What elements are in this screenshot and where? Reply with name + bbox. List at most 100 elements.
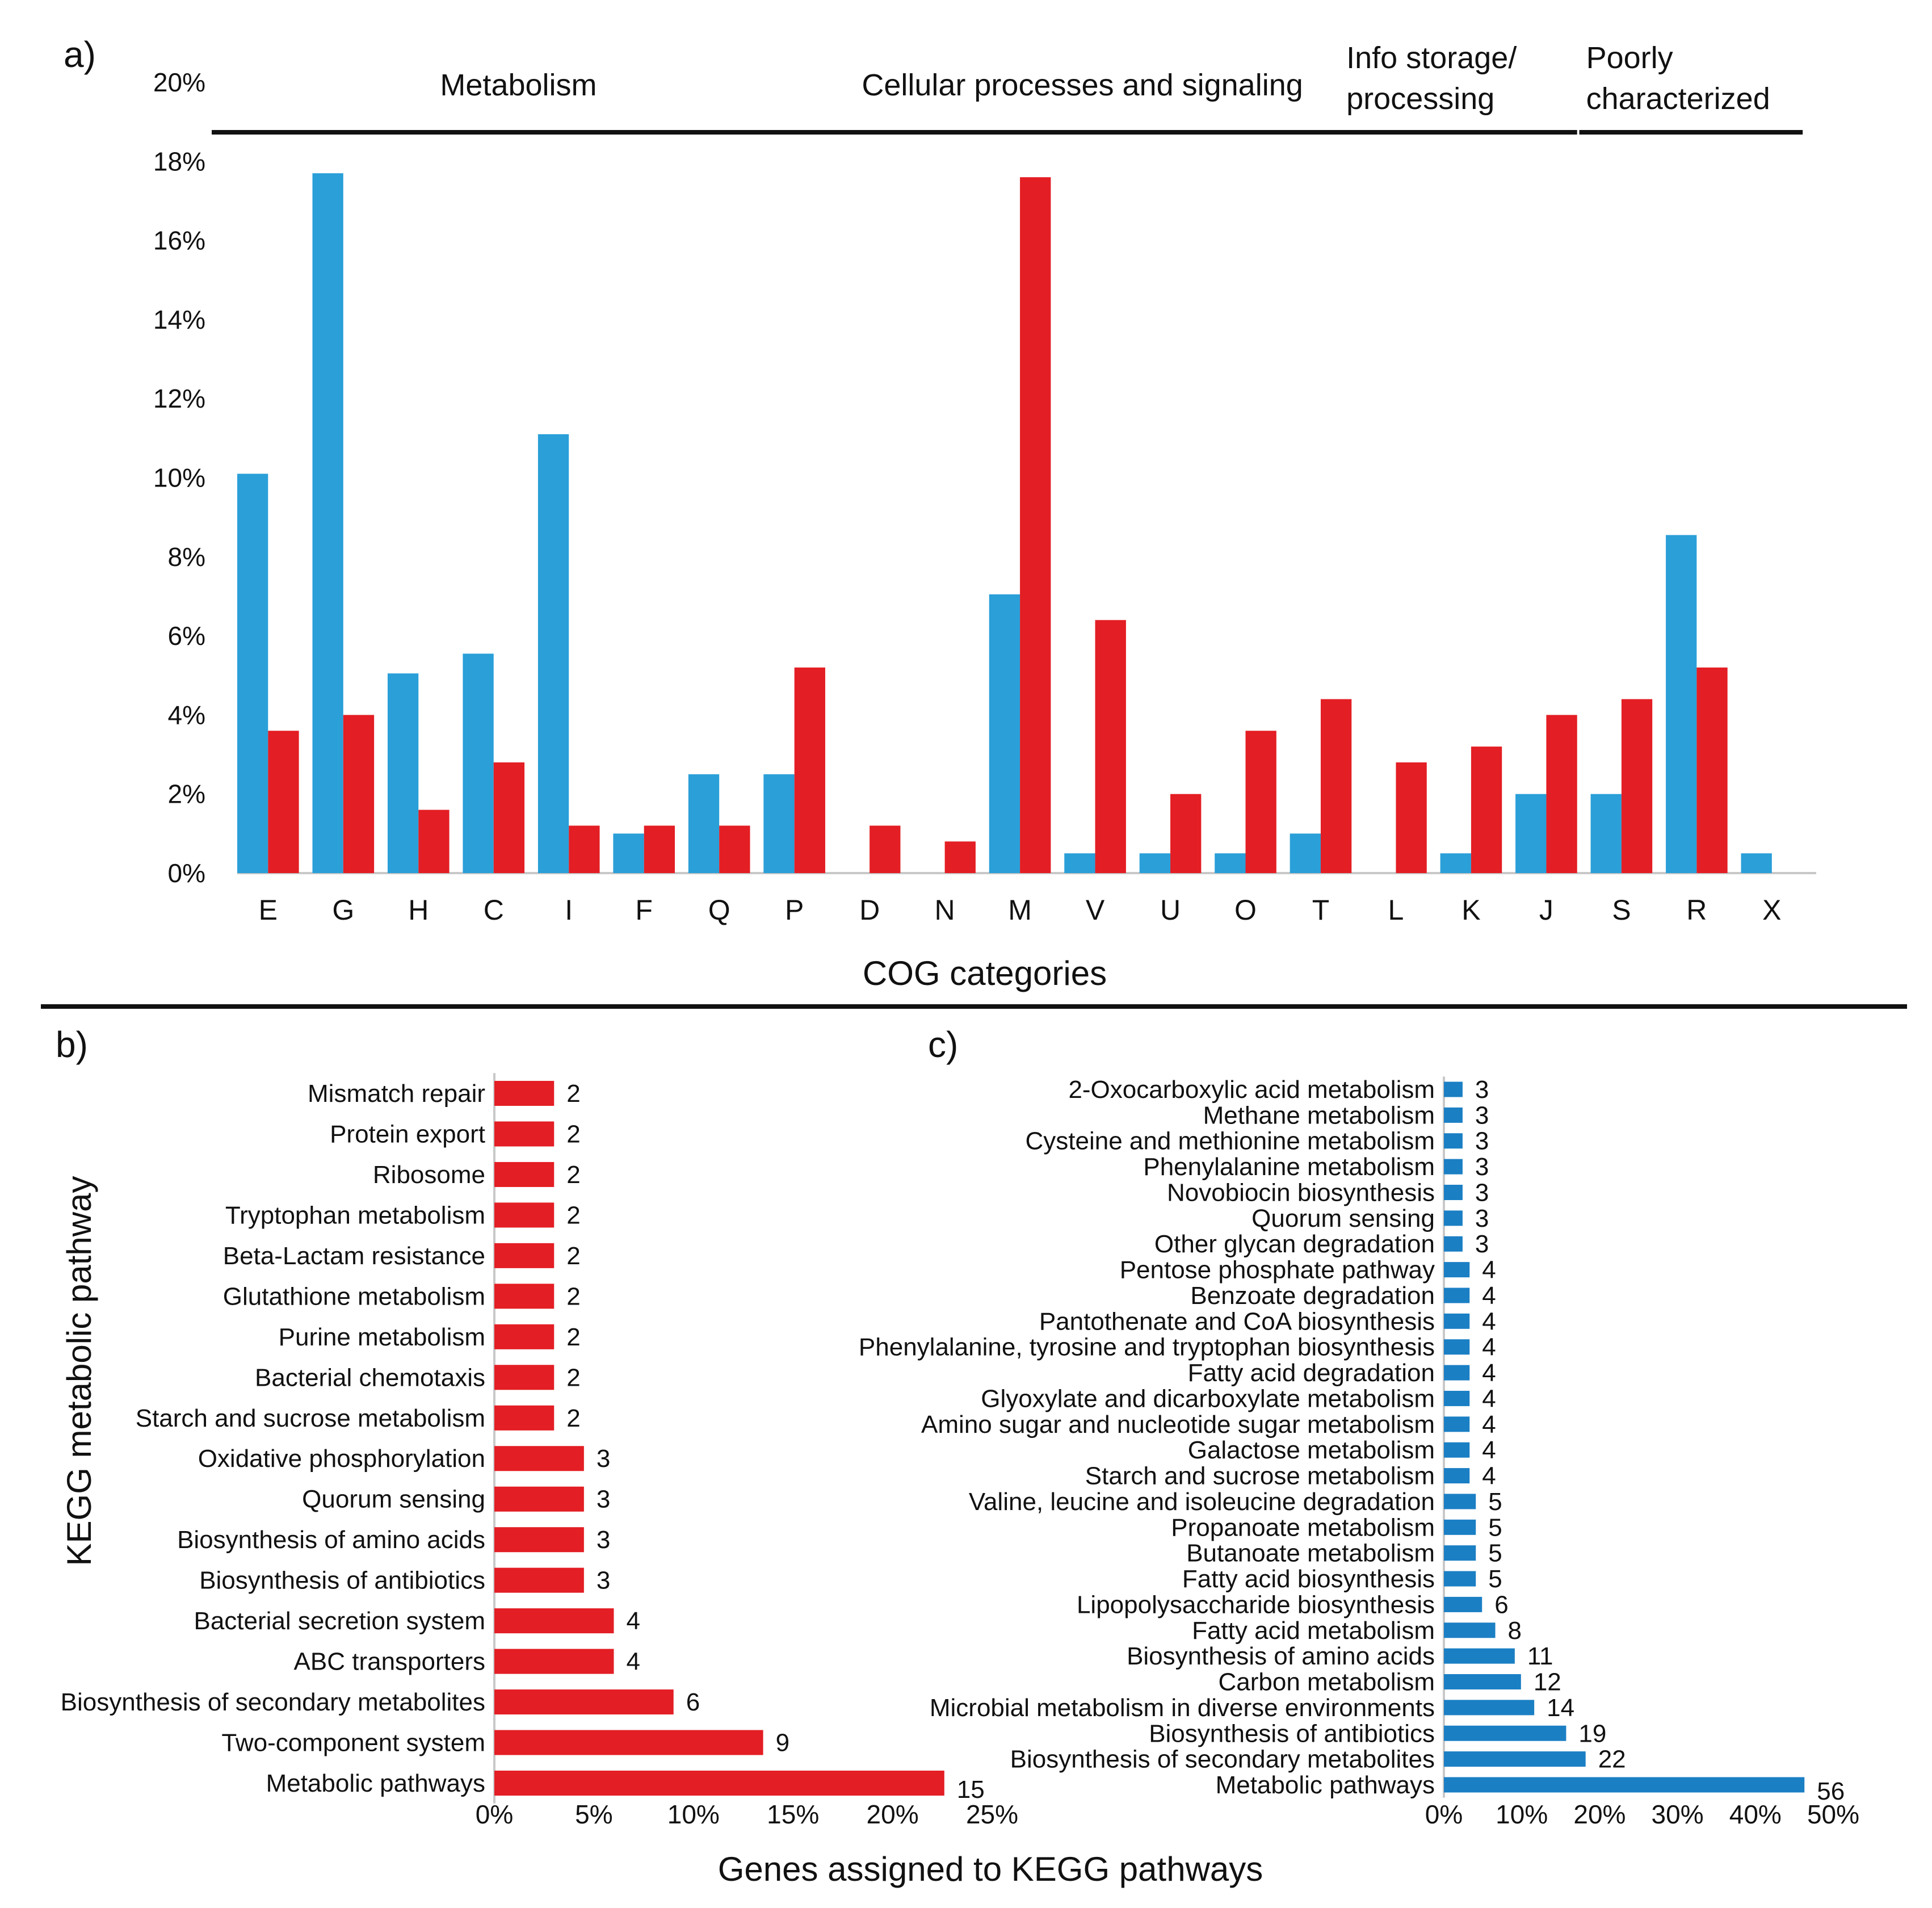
pathway-label: Biosynthesis of antibiotics — [199, 1567, 485, 1595]
bar — [463, 653, 494, 873]
pathway-label: Other glycan degradation — [1154, 1230, 1435, 1258]
pathway-label: Glutathione metabolism — [223, 1282, 485, 1310]
panel-a-label: a) — [64, 34, 96, 75]
y-tick-label: 12% — [153, 384, 205, 413]
group-label: Metabolism — [440, 68, 597, 102]
x-tick-label: 25% — [966, 1800, 1018, 1829]
pathway-label: Methane metabolism — [1203, 1101, 1435, 1129]
bar — [1546, 715, 1577, 873]
bar — [1215, 853, 1246, 873]
pathway-label: Bacterial chemotaxis — [255, 1364, 485, 1391]
bar — [237, 473, 268, 873]
pathway-label: Phenylalanine, tyrosine and tryptophan b… — [859, 1333, 1435, 1361]
pathway-label: Biosynthesis of secondary metabolites — [61, 1688, 485, 1716]
data-label: 3 — [597, 1486, 610, 1513]
pathway-label: Galactose metabolism — [1188, 1436, 1435, 1464]
bar — [870, 825, 901, 873]
pathway-label: Biosynthesis of antibiotics — [1149, 1720, 1435, 1747]
pathway-label: Biosynthesis of amino acids — [1127, 1642, 1435, 1670]
data-label: 2 — [566, 1161, 580, 1189]
pathway-label: Ribosome — [373, 1161, 485, 1189]
bar — [494, 1771, 944, 1796]
group-label: Poorly — [1586, 41, 1673, 75]
pathway-label: Starch and sucrose metabolism — [1085, 1462, 1435, 1490]
panel-c-label: c) — [928, 1024, 958, 1065]
bar — [1444, 1622, 1496, 1638]
bar — [1444, 1133, 1463, 1149]
bar — [989, 594, 1020, 873]
bar — [1064, 853, 1095, 873]
bar — [1444, 1700, 1535, 1716]
x-tick-label: M — [1008, 894, 1032, 926]
bar — [494, 1284, 555, 1309]
x-tick-label: 0% — [476, 1800, 513, 1829]
pathway-label: Protein export — [330, 1120, 485, 1148]
pathway-label: Novobiocin biosynthesis — [1167, 1179, 1435, 1206]
pathway-label: Biosynthesis of amino acids — [177, 1526, 485, 1554]
data-label: 22 — [1598, 1746, 1626, 1773]
bar — [1320, 699, 1352, 873]
bar — [1471, 747, 1502, 873]
x-tick-label: 30% — [1652, 1800, 1704, 1829]
x-axis-ticks-c: 0% 10% 20% 30% 40% 50% — [1425, 1800, 1859, 1829]
data-label: 2 — [566, 1364, 580, 1391]
group-label: characterized — [1586, 82, 1770, 116]
bar — [1666, 535, 1697, 873]
pathway-label: Fatty acid metabolism — [1192, 1617, 1435, 1645]
bar — [1621, 699, 1653, 873]
x-tick-label: F — [635, 894, 653, 926]
x-tick-label: P — [785, 894, 804, 926]
group-label: Info storage/ — [1346, 41, 1517, 75]
bar — [1444, 1519, 1476, 1535]
pathway-label: Glyoxylate and dicarboxylate metabolism — [981, 1385, 1435, 1412]
pathway-label: Lipopolysaccharide biosynthesis — [1077, 1591, 1435, 1618]
pathway-label: Beta-Lactam resistance — [223, 1242, 485, 1270]
bar — [1696, 667, 1728, 873]
bar — [494, 1527, 584, 1553]
x-tick-label: H — [408, 894, 429, 926]
pathway-label: ABC transporters — [294, 1648, 485, 1676]
data-label: 3 — [1475, 1076, 1489, 1104]
data-label: 11 — [1527, 1642, 1553, 1670]
y-tick-label: 16% — [153, 226, 205, 255]
data-label: 3 — [1475, 1230, 1489, 1258]
bar — [1444, 1262, 1470, 1278]
data-label: 6 — [686, 1688, 700, 1716]
pathway-label: Tryptophan metabolism — [225, 1201, 485, 1229]
data-label: 4 — [1482, 1307, 1496, 1335]
y-tick-label: 8% — [168, 542, 205, 572]
bars-c: 2-Oxocarboxylic acid metabolism 3 Methane … — [859, 1076, 1845, 1805]
data-label: 4 — [626, 1607, 640, 1635]
x-tick-label: N — [935, 894, 955, 926]
x-tick-label: T — [1312, 894, 1330, 926]
bar — [1444, 1416, 1470, 1432]
pathway-label: Biosynthesis of secondary metabolites — [1010, 1746, 1435, 1773]
bar — [1515, 794, 1547, 873]
bar — [1245, 731, 1276, 873]
group-label: processing — [1346, 82, 1494, 116]
bar — [1290, 833, 1321, 873]
pathway-label: Phenylalanine metabolism — [1143, 1153, 1435, 1181]
x-tick-label: G — [332, 894, 354, 926]
x-axis-ticks-b: 0% 5% 10% 15% 20% 25% — [476, 1800, 1018, 1829]
bar — [1444, 1210, 1463, 1226]
bar — [494, 1486, 584, 1512]
bar — [418, 810, 450, 873]
data-label: 8 — [1508, 1617, 1522, 1645]
pathway-label: Butanoate metabolism — [1186, 1540, 1435, 1567]
data-label: 4 — [1482, 1282, 1496, 1310]
y-tick-label: 20% — [153, 68, 205, 97]
data-label: 3 — [597, 1567, 610, 1595]
bar — [688, 774, 720, 873]
x-tick-label: V — [1086, 894, 1105, 926]
pathway-label: Microbial metabolism in diverse environm… — [930, 1694, 1435, 1722]
x-tick-label: 5% — [575, 1800, 612, 1829]
category-groups: Metabolism Cellular processes and signali… — [212, 41, 1803, 135]
pathway-label: Fatty acid biosynthesis — [1182, 1565, 1435, 1593]
bar — [613, 833, 644, 873]
data-label: 2 — [566, 1282, 580, 1310]
kegg-chart-b: b) KEGG metabolic pathway Mismatch repai… — [56, 1024, 1018, 1829]
x-tick-label: 0% — [1425, 1800, 1463, 1829]
bars — [237, 173, 1772, 873]
